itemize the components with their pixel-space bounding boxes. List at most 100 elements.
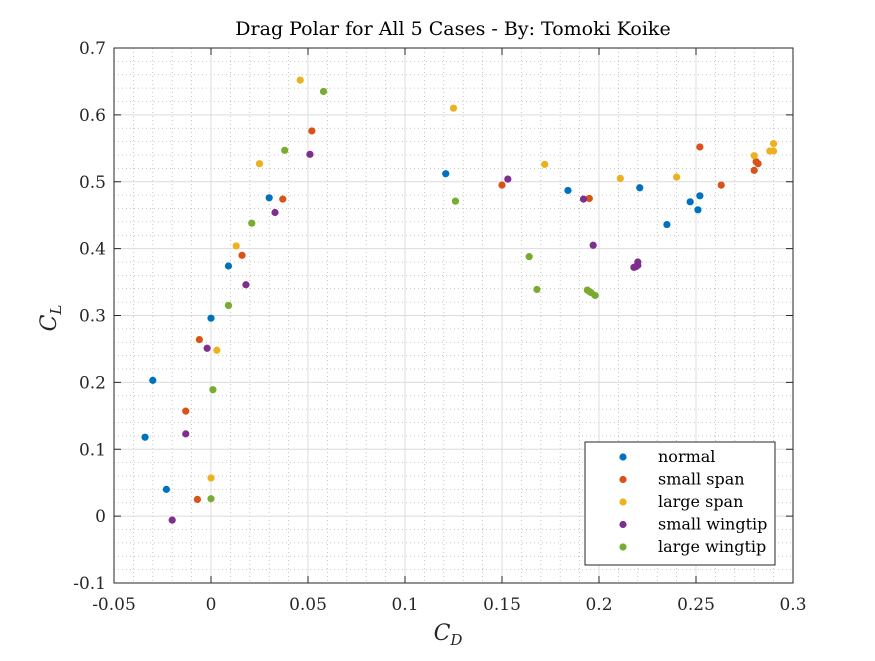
data-point [616, 174, 624, 183]
legend-box [584, 441, 776, 566]
data-point [589, 241, 597, 249]
data-point [498, 181, 506, 189]
data-point [162, 485, 170, 493]
data-point [770, 147, 778, 155]
data-point [209, 386, 217, 394]
data-point [193, 495, 202, 504]
data-point [750, 166, 758, 174]
data-point [308, 127, 316, 135]
x-axis-label-subscript: D [449, 631, 462, 649]
data-point [533, 285, 541, 294]
series-large-wingtip [207, 87, 599, 503]
data-point [442, 170, 450, 178]
data-point [168, 516, 176, 524]
data-point [213, 346, 221, 354]
data-point [242, 281, 250, 289]
data-point [306, 150, 314, 158]
legend-label: small span [658, 470, 745, 489]
x-axis-label-main: C [434, 621, 451, 646]
data-points [141, 76, 778, 524]
data-point [271, 208, 279, 217]
y-tick-label: 0.1 [79, 440, 106, 460]
series-small-span [182, 127, 762, 504]
data-point [279, 195, 287, 203]
series-small-wingtip [168, 150, 642, 524]
x-tick-label: 0.3 [779, 595, 806, 615]
data-point [207, 314, 215, 322]
data-point [195, 335, 203, 344]
tick-marks [113, 47, 794, 584]
y-tick-label: -0.1 [73, 574, 106, 594]
data-point [770, 140, 778, 148]
legend: normal small span large span small wingtip l… [584, 441, 776, 566]
data-point [694, 206, 702, 214]
data-point [182, 407, 190, 415]
legend-marker [619, 453, 627, 461]
data-point [686, 198, 694, 206]
x-tick-label: 0.25 [677, 595, 715, 615]
legend-label: normal [658, 447, 715, 466]
legend-marker [619, 520, 627, 529]
data-point [451, 197, 460, 205]
data-point [265, 194, 273, 202]
data-point [541, 160, 549, 168]
data-point [591, 291, 599, 300]
data-point [564, 186, 572, 195]
data-point [141, 433, 149, 441]
x-tick-label: 0.15 [483, 595, 521, 615]
y-tick-label: 0.6 [79, 106, 106, 126]
x-axis-label: CD [434, 621, 463, 649]
y-tick-label: 0.5 [79, 173, 106, 193]
data-point [224, 301, 233, 310]
legend-item: large span [619, 492, 743, 511]
data-point [673, 173, 681, 181]
series-large-span [207, 76, 778, 482]
data-point [149, 376, 157, 384]
y-axis-label-main: C [37, 314, 62, 331]
data-point [238, 251, 246, 259]
data-point [585, 194, 593, 203]
data-point [281, 146, 289, 154]
y-tick-label: 0 [95, 507, 106, 527]
legend-item: small wingtip [619, 515, 767, 534]
legend-label: large span [658, 492, 743, 511]
series-normal [141, 170, 704, 493]
data-point [296, 76, 304, 84]
data-point [182, 430, 190, 438]
data-point [754, 160, 762, 168]
legend-item: normal [619, 447, 715, 466]
data-point [525, 253, 533, 261]
chart-title: Drag Polar for All 5 Cases - By: Tomoki … [235, 18, 670, 40]
data-point [224, 262, 233, 270]
legend-marker [619, 543, 627, 551]
data-point [207, 474, 215, 482]
x-tick-label: 0 [206, 595, 217, 615]
data-point [696, 143, 704, 151]
y-tick-label: 0.4 [79, 240, 106, 260]
x-tick-label: 0.05 [289, 595, 327, 615]
data-point [717, 181, 725, 189]
data-point [248, 219, 256, 227]
legend-item: small span [619, 470, 745, 489]
y-axis-label-subscript: L [47, 305, 65, 316]
data-point [449, 104, 458, 112]
data-point [255, 160, 264, 168]
x-tick-labels: -0.05 0 0.05 0.1 0.15 0.2 0.25 0.3 [92, 595, 806, 615]
legend-item: large wingtip [619, 537, 766, 556]
y-tick-label: 0.7 [79, 39, 106, 59]
x-tick-label: 0.1 [391, 595, 418, 615]
data-point [203, 344, 211, 352]
data-point [579, 195, 588, 203]
legend-marker [619, 498, 627, 506]
y-tick-labels: -0.1 0 0.1 0.2 0.3 0.4 0.5 0.6 0.7 [73, 39, 106, 594]
data-point [232, 242, 240, 250]
y-axis-label: CL [37, 305, 65, 332]
x-tick-label: 0.2 [585, 595, 612, 615]
data-point [750, 152, 758, 160]
data-point [504, 175, 512, 183]
legend-marker [619, 475, 627, 484]
x-tick-label: -0.05 [92, 595, 136, 615]
data-point [663, 220, 671, 229]
data-point [319, 87, 328, 96]
